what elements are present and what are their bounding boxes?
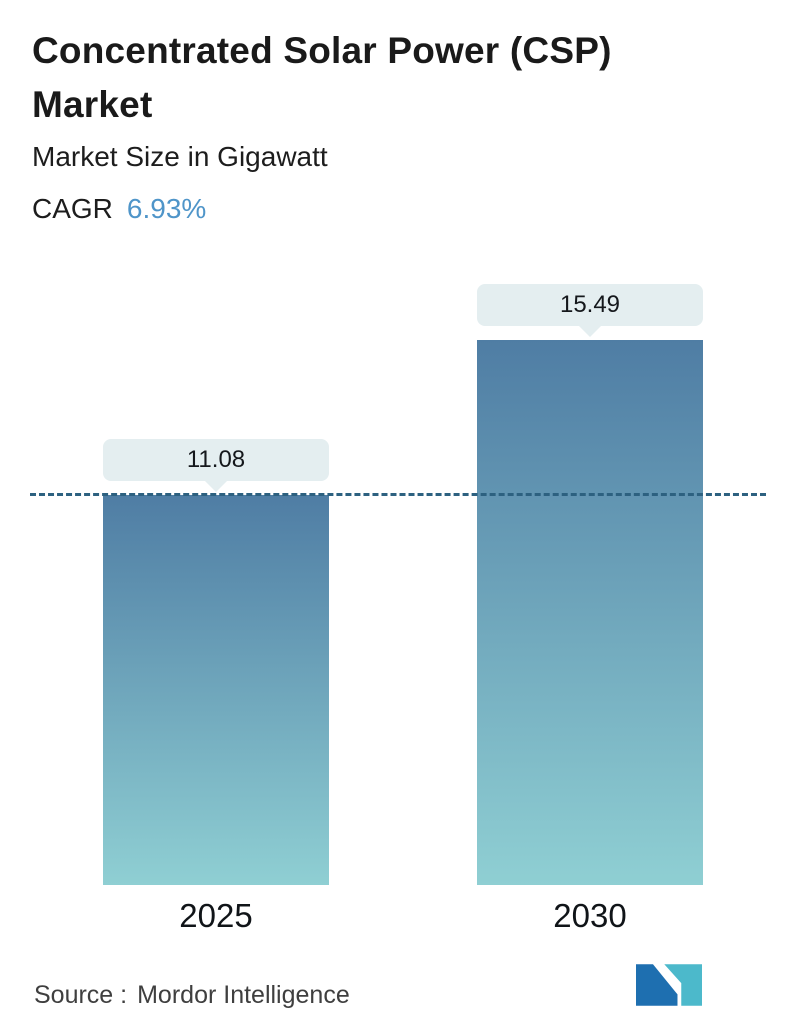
bar-2025: [103, 495, 329, 885]
value-label-2030-text: 15.49: [559, 291, 621, 318]
chart-title: Concentrated Solar Power (CSP) Market: [32, 30, 612, 125]
axis-label-2025: 2025: [179, 897, 253, 934]
logo-right-shape: [664, 964, 702, 1006]
chart-subtitle: Market Size in Gigawatt: [32, 141, 328, 172]
source-value: Mordor Intelligence: [137, 981, 350, 1009]
cagr-label: CAGR: [32, 193, 113, 224]
mordor-intelligence-logo: [636, 964, 702, 1006]
logo-left-shape: [636, 964, 678, 1006]
cagr-row: CAGR 6.93%: [32, 193, 206, 225]
cagr-value: 6.93%: [126, 193, 207, 224]
value-label-2030: 15.49: [477, 284, 703, 326]
axis-label-2030: 2030: [553, 897, 627, 934]
value-label-2025-text: 11.08: [186, 446, 246, 473]
value-label-2025: 11.08: [103, 439, 329, 481]
bar-2030: [477, 340, 703, 885]
source-label: Source :: [34, 981, 128, 1009]
reference-line: [30, 493, 766, 496]
source-text: Source : Mordor Intelligence: [34, 981, 350, 1010]
